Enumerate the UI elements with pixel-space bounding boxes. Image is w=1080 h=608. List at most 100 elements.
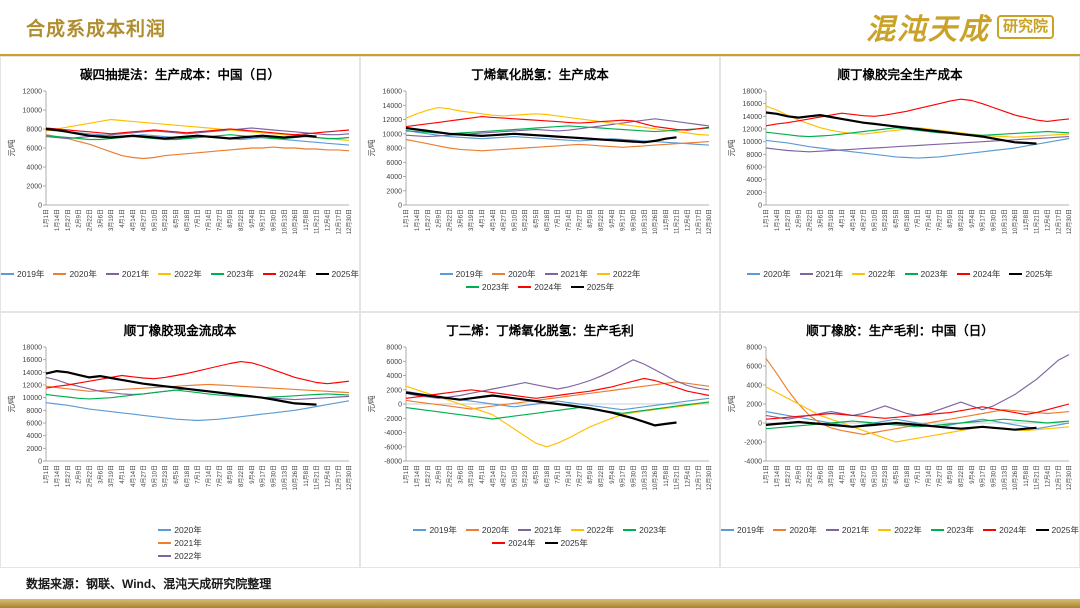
svg-text:5月10日: 5月10日: [871, 209, 878, 231]
series-line-2023年: [45, 389, 350, 400]
chart-legend: 2019年 2020年 2021年 2022年 2023年 2024年 2025年: [721, 524, 1079, 536]
chart-title: 丁二烯：丁烯氧化脱氢：生产毛利: [446, 324, 634, 338]
legend-item: 2024年: [956, 268, 1000, 280]
series-line-2020年: [765, 137, 1070, 159]
axes: [405, 91, 709, 206]
svg-text:0: 0: [38, 459, 42, 466]
legend-swatch: [263, 273, 277, 275]
chart-panel-butadiene-margin: 丁二烯：丁烯氧化脱氢：生产毛利 -8000 -6000 -4000 -2000 0 200…: [360, 312, 720, 568]
legend-item: 2023年: [623, 524, 667, 536]
svg-text:8月22日: 8月22日: [238, 209, 245, 231]
svg-text:2月9日: 2月9日: [76, 465, 83, 484]
svg-text:16000: 16000: [743, 101, 763, 108]
svg-text:11月21日: 11月21日: [674, 465, 681, 490]
svg-text:5月10日: 5月10日: [151, 465, 158, 487]
svg-text:4月27日: 4月27日: [861, 465, 868, 487]
legend-item: 2025年: [544, 537, 588, 549]
legend-label: 2022年: [612, 269, 641, 279]
legend-item: 2024年: [492, 537, 536, 549]
svg-text:6月18日: 6月18日: [544, 209, 551, 231]
series-line-2021年: [765, 136, 1070, 153]
svg-text:10月26日: 10月26日: [652, 465, 659, 490]
svg-text:0: 0: [38, 203, 42, 210]
legend-swatch: [158, 542, 172, 544]
legend-swatch: [983, 529, 997, 531]
legend-label: 2022年: [894, 525, 922, 535]
svg-text:11月8日: 11月8日: [663, 209, 670, 231]
legend-swatch: [570, 529, 584, 531]
svg-text:2月9日: 2月9日: [436, 209, 443, 228]
svg-text:12月17日: 12月17日: [335, 209, 342, 234]
axes: [45, 91, 349, 206]
legend-label: 2025年: [560, 538, 588, 548]
legend-label: 2021年: [841, 525, 870, 535]
svg-text:4月1日: 4月1日: [119, 209, 126, 228]
series-line-2025年: [405, 126, 677, 144]
svg-text:14000: 14000: [743, 114, 763, 121]
svg-text:12月30日: 12月30日: [1066, 209, 1073, 234]
svg-text:7月1日: 7月1日: [195, 465, 202, 484]
legend-item: 2021年: [799, 268, 843, 280]
svg-text:12000: 12000: [383, 117, 403, 124]
legend-item: 2025年: [1009, 268, 1053, 280]
svg-text:1月1日: 1月1日: [43, 465, 50, 484]
legend-swatch: [878, 529, 892, 531]
svg-text:11月8日: 11月8日: [1023, 465, 1030, 487]
svg-text:7月14日: 7月14日: [206, 209, 213, 231]
series-line-2020年: [405, 138, 710, 152]
svg-text:12月30日: 12月30日: [1066, 465, 1073, 490]
svg-text:5月23日: 5月23日: [162, 209, 169, 231]
svg-text:2月22日: 2月22日: [447, 209, 454, 231]
svg-text:2月9日: 2月9日: [796, 465, 803, 484]
svg-text:7月14日: 7月14日: [926, 465, 933, 487]
legend-item: 2025年: [315, 268, 359, 280]
legend-label: 2025年: [1025, 269, 1053, 279]
svg-text:6月18日: 6月18日: [544, 465, 551, 487]
svg-text:9月4日: 9月4日: [609, 209, 616, 228]
svg-text:6000: 6000: [386, 359, 402, 366]
legend-item: 2022年: [158, 550, 202, 562]
svg-text:3月19日: 3月19日: [108, 209, 115, 231]
svg-text:4000: 4000: [386, 174, 402, 181]
chart-canvas-container: -4000 -2000 0 2000 4000 6000 8000 元/吨 1月1日 1月14日 1…: [724, 339, 1076, 523]
svg-text:1月27日: 1月27日: [425, 209, 432, 231]
legend-label: 2024年: [508, 538, 536, 548]
legend-swatch: [721, 529, 735, 531]
legend-swatch: [773, 529, 787, 531]
svg-text:1月27日: 1月27日: [785, 209, 792, 231]
svg-text:7月14日: 7月14日: [926, 209, 933, 231]
svg-text:9月17日: 9月17日: [620, 209, 627, 231]
series-line-2024年: [765, 98, 1070, 127]
svg-text:10月26日: 10月26日: [1012, 209, 1019, 234]
legend-item: 2019年: [721, 524, 764, 536]
legend-label: 2020年: [481, 525, 510, 535]
svg-text:12月4日: 12月4日: [325, 209, 332, 231]
chart-canvas-container: 0 2000 4000 6000 8000 10000 12000 元/吨 1月1日 1月14日 1…: [4, 83, 356, 267]
svg-text:6月5日: 6月5日: [533, 209, 540, 228]
svg-text:4月27日: 4月27日: [861, 209, 868, 231]
svg-text:8月9日: 8月9日: [587, 465, 594, 484]
legend-item: 2022年: [852, 268, 896, 280]
svg-text:8000: 8000: [746, 152, 762, 159]
legend-item: 2023年: [904, 268, 948, 280]
svg-text:12月30日: 12月30日: [706, 209, 713, 234]
svg-text:3月6日: 3月6日: [817, 465, 824, 484]
legend-label: 2023年: [946, 525, 975, 535]
svg-text:4000: 4000: [26, 165, 42, 172]
svg-text:12月17日: 12月17日: [695, 209, 702, 234]
svg-text:3月6日: 3月6日: [817, 209, 824, 228]
legend-swatch: [852, 273, 866, 275]
svg-text:8000: 8000: [386, 146, 402, 153]
svg-text:6000: 6000: [746, 165, 762, 172]
chart-panel-c4-extraction-cost: 碳四抽提法：生产成本：中国（日） 0 2000 4000 6000 8000 10000 1…: [0, 56, 360, 312]
legend-swatch: [439, 273, 453, 275]
svg-text:18000: 18000: [23, 345, 43, 352]
svg-text:0: 0: [758, 421, 762, 428]
svg-text:4月27日: 4月27日: [141, 465, 148, 487]
svg-text:9月17日: 9月17日: [260, 209, 267, 231]
chart-panel-br-full-cost: 顺丁橡胶完全生产成本 0 2000 4000 6000 8000 10000 12000 14…: [720, 56, 1080, 312]
legend-item: 2024年: [263, 268, 307, 280]
svg-text:10000: 10000: [383, 131, 403, 138]
svg-text:6月18日: 6月18日: [904, 209, 911, 231]
bottom-gold-bar: [0, 599, 1080, 608]
